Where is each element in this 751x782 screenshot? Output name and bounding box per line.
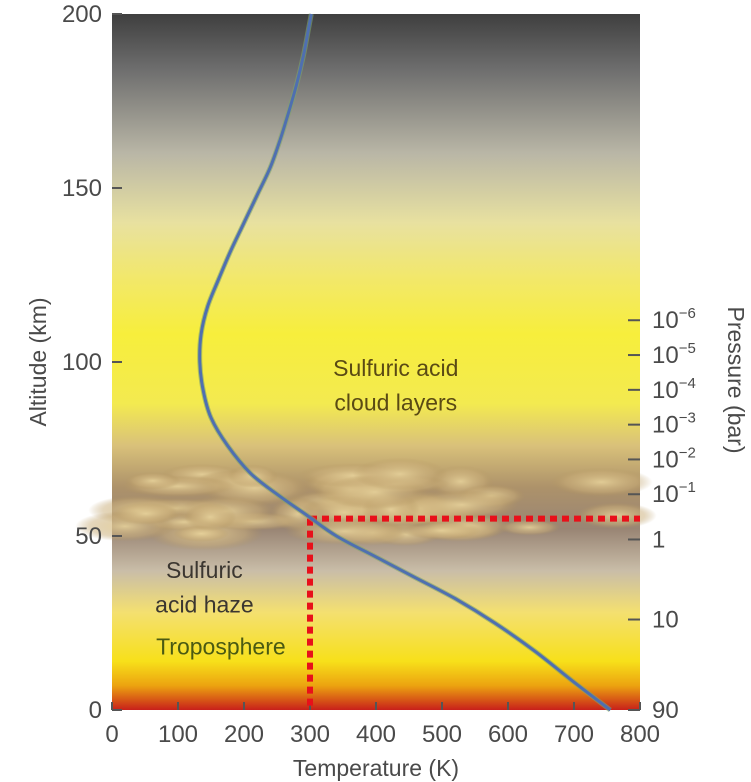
x-tick-label: 200	[224, 721, 264, 748]
x-tick-label: 500	[422, 721, 462, 748]
cloud-puff	[402, 521, 481, 540]
pressure-tick-label: 10−5	[652, 340, 696, 369]
pressure-tick-label: 10−4	[652, 375, 696, 404]
region-label: acid haze	[155, 592, 253, 618]
pressure-tick-label: 1	[652, 526, 665, 553]
x-axis-title: Temperature (K)	[293, 755, 459, 781]
y-axis-title: Altitude (km)	[25, 297, 51, 426]
region-label: Troposphere	[156, 633, 286, 659]
x-tick-label: 100	[158, 721, 198, 748]
region-label: cloud layers	[334, 390, 457, 416]
cloud-band	[75, 457, 657, 551]
x-tick-label: 800	[620, 721, 660, 748]
temperature-profile-line	[198, 13, 612, 712]
y-tick-label: 200	[62, 1, 102, 28]
region-label: Sulfuric	[166, 557, 243, 583]
cloud-puff	[184, 503, 237, 531]
cloud-puff	[498, 519, 561, 536]
y-tick-label: 0	[89, 697, 102, 724]
pressure-tick-label: 10−2	[652, 444, 696, 473]
x-tick-label: 300	[290, 721, 330, 748]
x-tick-label: 700	[554, 721, 594, 748]
pressure-tick-label: 10−6	[652, 305, 696, 334]
region-label: Sulfuric acid	[333, 355, 458, 381]
x-tick-label: 0	[105, 721, 118, 748]
cloud-puff	[404, 490, 519, 520]
cloud-puff	[352, 457, 447, 491]
pressure-axis-title: Pressure (bar)	[723, 307, 749, 454]
pressure-tick-label: 10−3	[652, 410, 696, 439]
cloud-puff	[285, 517, 404, 545]
pressure-tick-label: 90	[652, 697, 679, 724]
y-tick-label: 100	[62, 349, 102, 376]
cloud-puff	[550, 467, 653, 497]
pressure-tick-label: 10	[652, 607, 679, 634]
x-tick-label: 600	[488, 721, 528, 748]
cloud-puff	[112, 502, 179, 525]
pressure-tick-label: 10−1	[652, 479, 696, 508]
y-tick-label: 50	[75, 523, 102, 550]
cloud-puff	[124, 472, 181, 490]
y-tick-label: 150	[62, 175, 102, 202]
x-tick-label: 400	[356, 721, 396, 748]
